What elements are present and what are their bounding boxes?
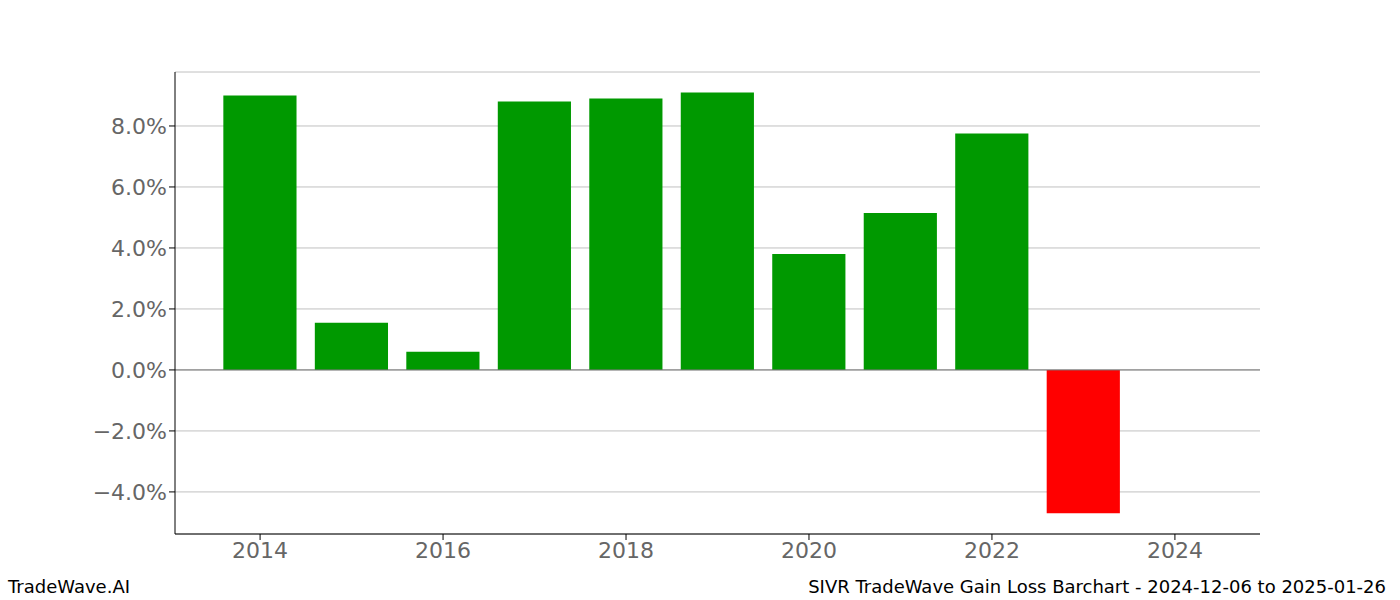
svg-text:2018: 2018 (598, 538, 654, 563)
svg-text:6.0%: 6.0% (111, 175, 167, 200)
svg-text:2016: 2016 (415, 538, 471, 563)
svg-text:2022: 2022 (964, 538, 1020, 563)
svg-text:8.0%: 8.0% (111, 114, 167, 139)
svg-text:2014: 2014 (232, 538, 288, 563)
html-text:SIVR TradeWave Gain Loss Barch: SIVR TradeWave Gain Loss Barchart - 2024… (808, 576, 1386, 597)
svg-text:−2.0%: −2.0% (93, 419, 167, 444)
svg-text:4.0%: 4.0% (111, 236, 167, 261)
svg-text:−4.0%: −4.0% (93, 480, 167, 505)
svg-text:2020: 2020 (781, 538, 837, 563)
html-text:TradeWave.AI: TradeWave.AI (8, 576, 130, 597)
svg-text:2.0%: 2.0% (111, 297, 167, 322)
svg-text:2024: 2024 (1147, 538, 1203, 563)
svg-text:0.0%: 0.0% (111, 358, 167, 383)
